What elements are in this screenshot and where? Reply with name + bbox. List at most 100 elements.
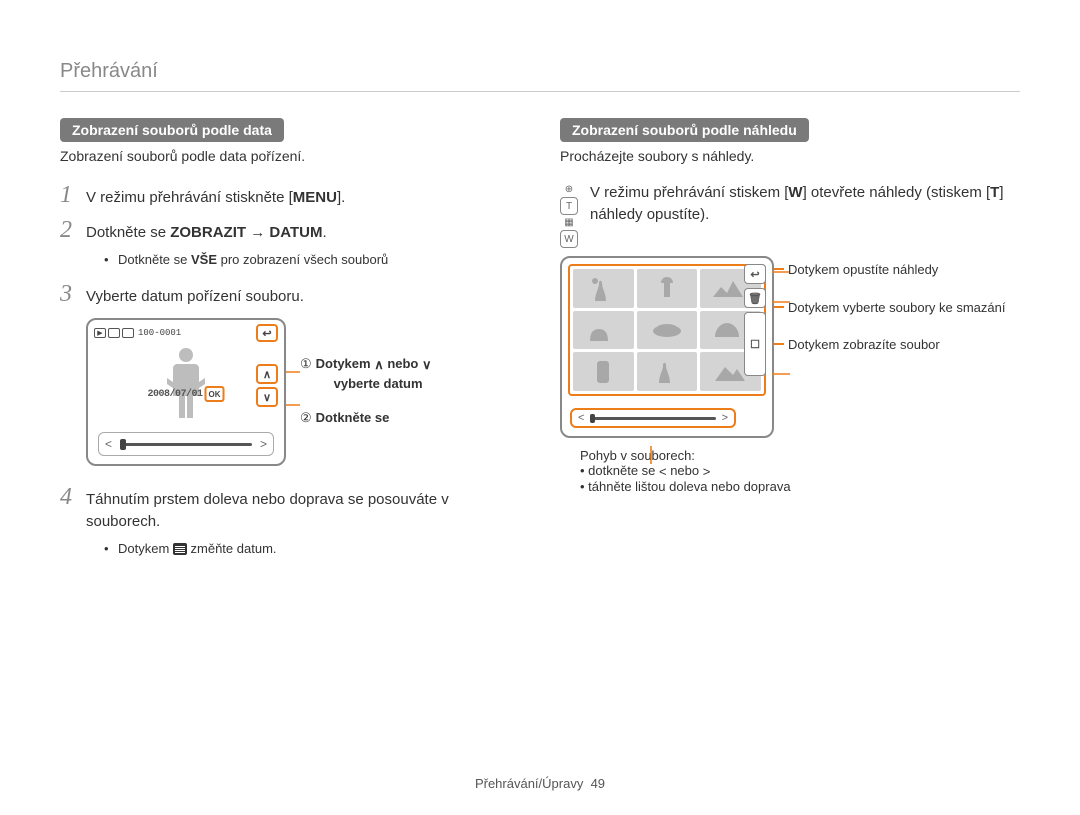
step-body: V režimu přehrávání stiskněte [MENU]. — [86, 187, 345, 209]
thumbnails-grid[interactable] — [568, 264, 766, 396]
manual-page: Přehrávání Zobrazení souborů podle data … — [0, 0, 1080, 815]
thumbnail[interactable] — [573, 352, 634, 391]
vse-label: VŠE — [191, 252, 217, 267]
text: Dotykem změňte datum. — [118, 541, 277, 556]
text: Dotkněte se — [316, 408, 390, 428]
figure-left: ▶ 100-0001 ↩ ∧ ∨ 2 — [86, 318, 520, 466]
callouts-right: Dotykem opustíte náhledy Dotykem vyberte… — [788, 256, 1005, 355]
columns: Zobrazení souborů podle data Zobrazení s… — [60, 118, 1020, 570]
callouts-left: ① Dotykem ∧ nebo ∨ vyberte datum ② Dotkn… — [300, 318, 432, 441]
sub-bullet: • Dotykem změňte datum. — [104, 541, 520, 556]
back-button[interactable]: ↩ — [744, 264, 766, 284]
camera-screen: ▶ 100-0001 ↩ ∧ ∨ 2 — [86, 318, 286, 466]
magnify-icon: ⊕ — [565, 184, 573, 195]
zobrazit-label: ZOBRAZIT — [170, 224, 246, 241]
circled-1: ① — [300, 354, 312, 374]
up-down-buttons: ∧ ∨ — [256, 364, 278, 407]
sub-bullet: • Dotkněte se VŠE pro zobrazení všech so… — [104, 252, 520, 267]
intro-right: Procházejte soubory s náhledy. — [560, 148, 1020, 164]
back-button[interactable]: ↩ — [256, 324, 278, 342]
zoom-t-button[interactable]: T — [560, 197, 578, 215]
thumbnail[interactable] — [637, 311, 698, 350]
step-body: Táhnutím prstem doleva nebo doprava se p… — [86, 489, 520, 533]
ok-button[interactable]: OK — [205, 386, 225, 402]
figure-right: ↩ 🗑 ☐ < > — [560, 256, 1020, 438]
step-1: 1 V režimu přehrávání stiskněte [MENU]. — [60, 182, 520, 209]
zoom-row: ⊕ T ▦ W V režimu přehrávání stiskem [W] … — [560, 182, 1020, 248]
battery-icon — [108, 328, 120, 338]
text: Dotkněte se VŠE pro zobrazení všech soub… — [118, 252, 388, 267]
text: V režimu přehrávání stiskněte [ — [86, 189, 293, 206]
bullet-dot: • — [104, 252, 118, 267]
callout: Dotykem vyberte soubory ke smazání — [788, 298, 1005, 318]
menu-label: MENU — [293, 189, 337, 206]
right-column: Zobrazení souborů podle náhledu Procháze… — [560, 118, 1020, 570]
thumbnail[interactable] — [637, 269, 698, 308]
step-number: 3 — [60, 281, 86, 308]
select-indicator[interactable]: ☐ — [744, 312, 766, 376]
note-title: Pohyb v souborech: — [580, 448, 1020, 463]
trash-button[interactable]: 🗑 — [744, 288, 766, 308]
thumbnail[interactable] — [573, 269, 634, 308]
step-body: Dotkněte se ZOBRAZIT → DATUM. — [86, 222, 327, 244]
right-icon: > — [703, 464, 711, 479]
page-footer: Přehrávání/Úpravy 49 — [0, 776, 1080, 791]
note-bullet: • dotkněte se < nebo > — [580, 463, 1020, 479]
left-column: Zobrazení souborů podle data Zobrazení s… — [60, 118, 520, 570]
play-icon: ▶ — [94, 328, 106, 338]
folder-label: 100-0001 — [138, 328, 181, 338]
page-title: Přehrávání — [60, 60, 1020, 83]
datum-label: DATUM — [269, 224, 322, 241]
thumbs-slider[interactable]: < > — [570, 408, 736, 428]
slider-track[interactable] — [590, 417, 715, 420]
page-number: 49 — [591, 776, 605, 791]
step-number: 4 — [60, 484, 86, 511]
intro-left: Zobrazení souborů podle data pořízení. — [60, 148, 520, 164]
divider — [60, 91, 1020, 92]
step-3: 3 Vyberte datum pořízení souboru. — [60, 281, 520, 308]
date-stamp: 2008/07/01 OK — [147, 386, 224, 402]
grid-icon: ▦ — [564, 217, 573, 228]
thumbnail[interactable] — [637, 352, 698, 391]
text: Dotykem ∧ nebo ∨ vyberte datum — [316, 354, 432, 394]
up-icon: ∧ — [374, 357, 384, 372]
circled-2: ② — [300, 408, 312, 428]
left-icon: < — [659, 464, 667, 479]
calendar-icon — [173, 543, 187, 555]
zoom-w-button[interactable]: W — [560, 230, 578, 248]
side-buttons: ↩ 🗑 ☐ — [744, 264, 766, 376]
date-text: 2008/07/01 — [147, 389, 202, 400]
callout: Dotykem opustíte náhledy — [788, 260, 1005, 280]
down-icon: ∨ — [422, 357, 432, 372]
slider-knob[interactable] — [590, 414, 595, 423]
slider-bar[interactable]: < > — [98, 432, 274, 456]
bullet-dot: • — [104, 541, 118, 556]
up-button[interactable]: ∧ — [256, 364, 278, 384]
thumbnail[interactable] — [573, 311, 634, 350]
text: . — [322, 224, 326, 241]
t-key: T — [990, 184, 999, 201]
callout-1: ① Dotykem ∧ nebo ∨ vyberte datum — [300, 354, 432, 394]
top-icons: ▶ — [94, 328, 134, 338]
step-body: Vyberte datum pořízení souboru. — [86, 286, 304, 308]
next-icon[interactable]: > — [260, 437, 267, 451]
note-bullet: • táhněte lištou doleva nebo doprava — [580, 479, 1020, 494]
screen-topbar: ▶ 100-0001 ↩ — [94, 324, 278, 342]
slider-track[interactable] — [120, 443, 252, 446]
section-heading-left: Zobrazení souborů podle data — [60, 118, 284, 142]
section-heading-right: Zobrazení souborů podle náhledu — [560, 118, 809, 142]
down-button[interactable]: ∨ — [256, 387, 278, 407]
checkbox-icon: ☐ — [750, 338, 760, 351]
prev-icon[interactable]: < — [105, 437, 112, 451]
step-number: 1 — [60, 182, 86, 209]
footer-label: Přehrávání/Úpravy — [475, 776, 583, 791]
step-number: 2 — [60, 217, 86, 244]
slider-note: Pohyb v souborech: • dotkněte se < nebo … — [580, 448, 1020, 494]
slider-knob[interactable] — [120, 439, 126, 450]
next-icon[interactable]: > — [722, 412, 728, 424]
text: ]. — [337, 189, 345, 206]
text: Dotkněte se — [86, 224, 170, 241]
thumbnails-screen: ↩ 🗑 ☐ < > — [560, 256, 774, 438]
step-body: V režimu přehrávání stiskem [W] otevřete… — [590, 182, 1020, 226]
prev-icon[interactable]: < — [578, 412, 584, 424]
